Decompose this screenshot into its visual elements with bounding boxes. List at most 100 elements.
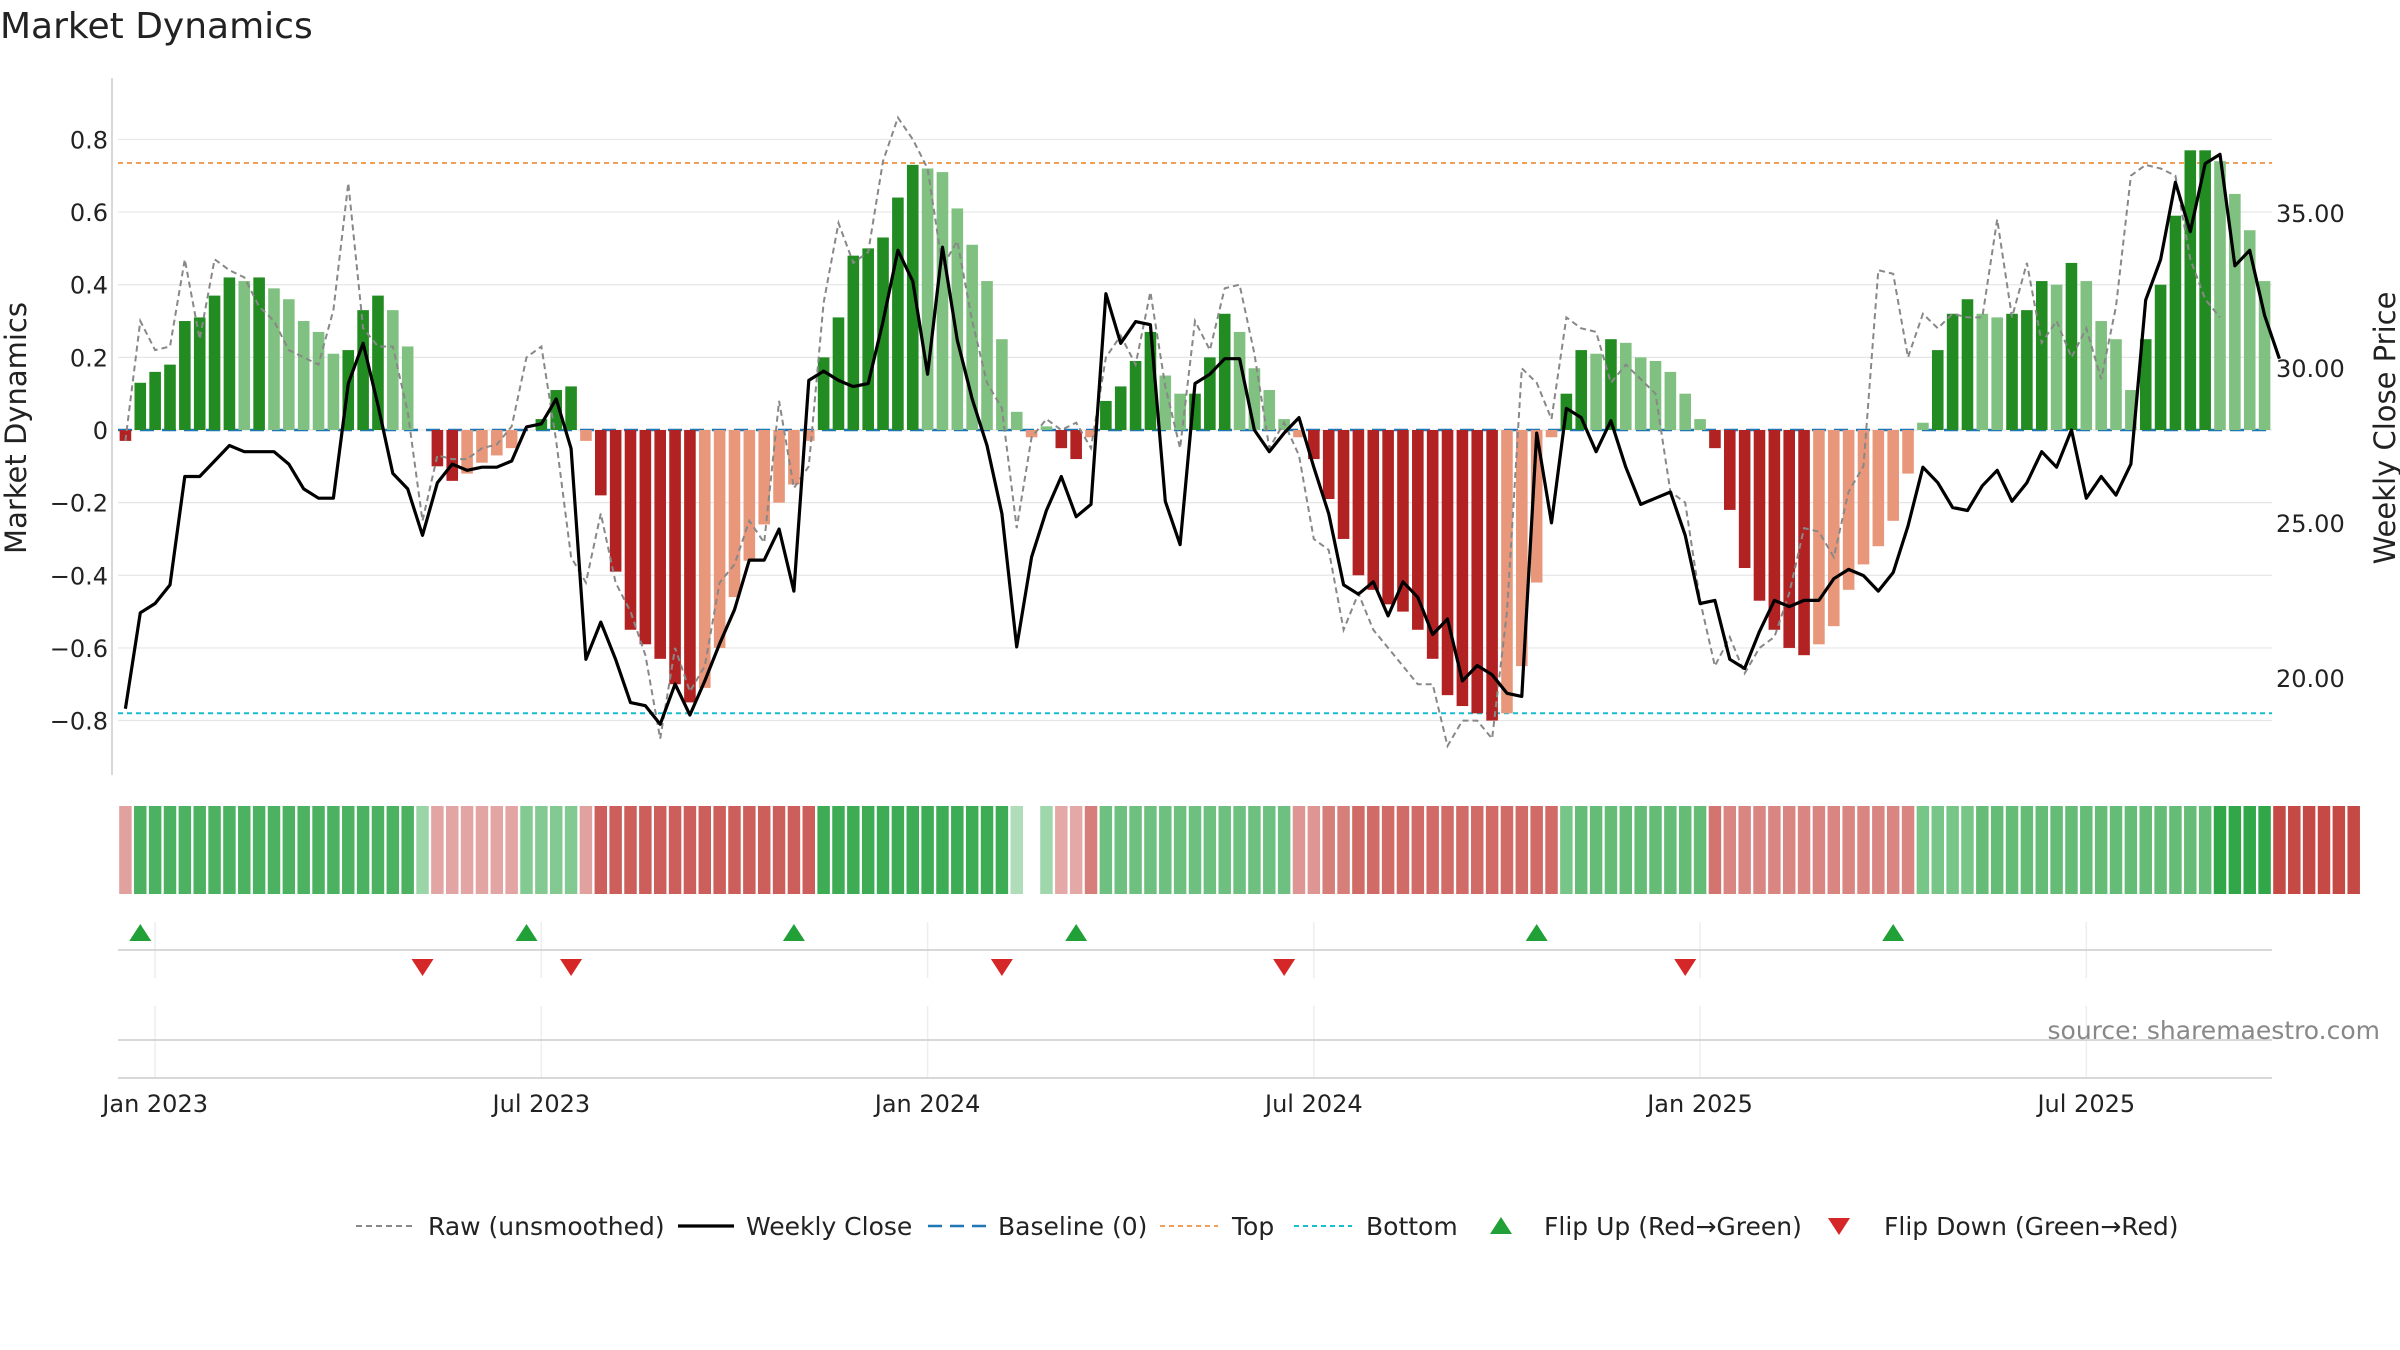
legend-label: Baseline (0) <box>998 1212 1147 1241</box>
bar <box>505 430 518 449</box>
lines <box>123 115 2281 749</box>
heat-cell <box>817 806 830 894</box>
x-tick-label: Jul 2023 <box>491 1090 591 1118</box>
bar <box>149 371 161 430</box>
heat-cell <box>356 806 370 894</box>
heat-cell <box>1292 806 1306 894</box>
bar <box>2035 281 2048 430</box>
heat-cell <box>2332 806 2346 894</box>
heat-cell <box>1218 806 1231 894</box>
bar <box>2229 193 2241 430</box>
bar <box>1753 430 1766 601</box>
bar <box>1174 393 1186 430</box>
heat-cell <box>238 806 251 894</box>
bar <box>832 317 845 430</box>
heat-cell <box>416 806 429 894</box>
bar <box>580 430 592 441</box>
bar <box>1620 342 1632 430</box>
heat-cell <box>490 806 504 894</box>
flip-down-marker <box>990 959 1013 976</box>
bar <box>1694 419 1706 430</box>
bar <box>1070 430 1082 460</box>
heat-cell <box>1678 806 1692 894</box>
heat-cell <box>1114 806 1127 894</box>
heat-cell <box>1188 806 1202 894</box>
bar <box>1827 430 1840 627</box>
heat-cell <box>1307 806 1321 894</box>
x-tick-label: Jan 2024 <box>873 1090 981 1118</box>
flip-down-marker <box>560 959 583 976</box>
bar <box>238 281 251 430</box>
bar <box>1322 430 1335 500</box>
bar <box>2199 150 2211 430</box>
bar <box>788 430 800 485</box>
heat-cell <box>1530 806 1543 894</box>
bar <box>372 295 384 430</box>
bar <box>1649 360 1662 430</box>
heat-cell <box>1456 806 1469 894</box>
y-tick-label: −0.6 <box>50 635 108 663</box>
heat-cell <box>193 806 206 894</box>
bar <box>1085 430 1097 438</box>
y2-tick-label: 35.00 <box>2276 200 2345 228</box>
legend-label: Raw (unsmoothed) <box>428 1212 665 1241</box>
y2-axis-title: Weekly Close Price <box>2368 292 2400 565</box>
heat-cell <box>1411 806 1425 894</box>
heat-cell <box>282 806 296 894</box>
bar <box>2080 281 2093 430</box>
heat-cell <box>668 806 682 894</box>
bar <box>1768 430 1781 630</box>
bar <box>1337 430 1350 539</box>
x-tick-label: Jul 2024 <box>1263 1090 1363 1118</box>
heat-cell <box>1426 806 1439 894</box>
heat-cell <box>1322 806 1335 894</box>
heat-cell <box>624 806 637 894</box>
heat-cell <box>1693 806 1707 894</box>
heat-cell <box>728 806 741 894</box>
bar <box>1961 299 1974 430</box>
heat-cell <box>460 806 474 894</box>
bar <box>951 208 964 430</box>
bar <box>1218 313 1231 430</box>
bar <box>1798 430 1810 656</box>
heat-cell <box>1055 806 1068 894</box>
weekly-close-line <box>123 152 2281 726</box>
bar <box>669 430 681 685</box>
bar <box>1738 430 1751 569</box>
heat-cell <box>772 806 786 894</box>
bar <box>1605 339 1617 430</box>
bar <box>1248 368 1261 430</box>
heat-cell <box>163 806 177 894</box>
bar <box>2258 281 2271 430</box>
bar <box>892 197 904 430</box>
heat-cell <box>802 806 816 894</box>
bar <box>1367 430 1380 590</box>
bar <box>817 357 830 430</box>
heat-cell <box>2317 806 2331 894</box>
bar <box>1723 430 1736 510</box>
heat-cell <box>1768 806 1781 894</box>
heat-cell <box>1961 806 1974 894</box>
bar <box>2125 390 2137 430</box>
bar <box>1055 430 1068 449</box>
heat-cell <box>564 806 578 894</box>
bar <box>193 317 206 430</box>
heat-cell <box>1441 806 1454 894</box>
bar <box>1516 430 1528 667</box>
heat-cell <box>1782 806 1796 894</box>
bar <box>1931 350 1944 430</box>
heat-cell <box>1857 806 1870 894</box>
heat-cell <box>252 806 266 894</box>
heat-cell <box>2065 806 2078 894</box>
heat-cell <box>119 806 132 894</box>
heat-cell <box>208 806 221 894</box>
bar <box>461 430 473 474</box>
heat-cell <box>1753 806 1766 894</box>
bar <box>639 430 652 645</box>
bar <box>164 364 176 430</box>
bar <box>1575 350 1588 430</box>
bar <box>1679 393 1692 430</box>
bar <box>1709 430 1721 449</box>
bar <box>1010 411 1023 430</box>
heat-cell <box>1545 806 1558 894</box>
